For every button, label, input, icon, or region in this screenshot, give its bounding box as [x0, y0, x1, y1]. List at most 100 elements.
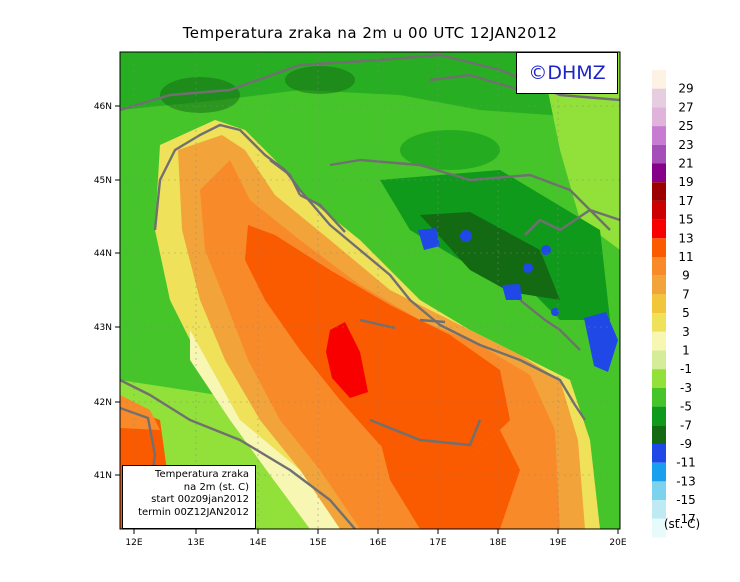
colorbar-label: 7: [682, 287, 690, 301]
colorbar-label: 3: [682, 325, 690, 339]
italy-east-coast: [120, 378, 356, 529]
colorbar-label: 15: [678, 213, 693, 227]
colorbar-label: 13: [678, 231, 693, 245]
cold-spot: [551, 308, 559, 316]
cold-spot: [502, 284, 522, 300]
colorbar-unit: (st. C): [664, 517, 700, 531]
colorbar-label: 19: [678, 175, 693, 189]
colorbar-swatch: [652, 518, 666, 538]
montenegro-border: [519, 299, 581, 351]
interior-darkest-green-region: [420, 212, 560, 300]
colorbar: 29 27 25 23 21 19 17 15 13 11 9 7 5 3 1 -1 -3 -5 -7 -9 -11 -1…: [652, 70, 696, 538]
lon-labels: 12E 13E 14E 15E 16E 17E 18E 19E 20E: [125, 538, 626, 548]
info-line: start 00z09jan2012: [151, 494, 249, 505]
island-chain: [299, 193, 346, 233]
colorbar-swatch: [652, 500, 666, 519]
map-frame: [119, 51, 621, 530]
lon-tick-label: 19E: [549, 538, 566, 548]
warmest-core: [326, 322, 368, 398]
colorbar-label: 17: [678, 194, 693, 208]
sea-warm-south: [380, 430, 520, 529]
istria-coast: [269, 159, 302, 196]
colorbar-label: -11: [676, 456, 696, 470]
lat-tick-label: 44N: [94, 249, 112, 259]
colorbar-swatch: [652, 88, 666, 108]
light-green-region-east: [540, 52, 620, 250]
colorbar-label: -7: [680, 418, 692, 432]
island: [359, 318, 396, 330]
cold-spot: [541, 245, 551, 255]
tyrrhenian-warm-edge: [120, 395, 160, 430]
lat-tick-label: 41N: [94, 471, 112, 481]
colorbar-label: -15: [676, 493, 696, 507]
colorbar-swatch: [652, 238, 666, 257]
lon-tick-label: 18E: [489, 538, 506, 548]
hungary-border: [429, 73, 521, 92]
colorbar-swatch: [652, 126, 666, 145]
colorbar-swatch: [652, 257, 666, 276]
colorbar-swatch: [652, 425, 666, 444]
colorbar-label: -3: [680, 381, 692, 395]
dark-green-patch: [285, 66, 355, 94]
colorbar-label: 29: [678, 82, 693, 96]
colorbar-swatch: [652, 331, 666, 351]
colorbar-swatch: [652, 369, 666, 388]
colorbar-label: 11: [678, 250, 693, 264]
colorbar-swatch: [652, 275, 666, 295]
colorbar-label: -9: [680, 437, 692, 451]
cold-spot: [460, 230, 472, 242]
colorbar-label: 25: [678, 119, 693, 133]
gargano-coast: [369, 418, 482, 447]
colorbar-label: -13: [676, 474, 696, 488]
colorbar-label: 23: [678, 138, 693, 152]
map-field: [120, 52, 620, 529]
colorbar-label: -5: [680, 400, 692, 414]
lon-tick-label: 17E: [429, 538, 446, 548]
info-line: termin 00Z12JAN2012: [138, 506, 249, 518]
dark-green-patch: [400, 130, 500, 170]
colorbar-swatch: [652, 107, 666, 127]
cold-spot: [418, 228, 440, 250]
dhmz-logo: ©DHMZ: [516, 52, 618, 94]
colorbar-label: 5: [682, 306, 690, 320]
colorbar-swatch: [652, 444, 666, 463]
colorbar-swatch: [652, 70, 666, 89]
lat-tick-label: 42N: [94, 398, 112, 408]
lon-tick-label: 13E: [187, 538, 204, 548]
colorbar-swatch: [652, 350, 666, 370]
cold-spot: [523, 263, 533, 273]
colorbar-swatch: [652, 294, 666, 314]
lon-tick-label: 20E: [609, 538, 626, 548]
lat-tick-label: 43N: [94, 323, 112, 333]
colorbar-swatch: [652, 200, 666, 220]
colorbar-swatch: [652, 182, 666, 201]
colorbar-label: -17: [676, 512, 696, 526]
lon-tick-label: 14E: [249, 538, 266, 548]
colorbar-swatch: [652, 462, 666, 482]
colorbar-label: 9: [682, 269, 690, 283]
map-title: Temperatura zraka na 2m u 00 UTC 12JAN20…: [182, 24, 558, 42]
east-adriatic-coast: [153, 123, 586, 421]
lat-labels: 41N 42N 43N 44N 45N 46N: [94, 102, 112, 481]
island: [419, 318, 446, 324]
dark-green-patch: [160, 77, 240, 113]
colorbar-label: 21: [678, 157, 693, 171]
serbia-border: [524, 208, 620, 236]
colorbar-swatch: [652, 144, 666, 164]
colorbar-swatch: [652, 219, 666, 239]
colorbar-label: 1: [682, 344, 690, 358]
cold-spot: [584, 312, 618, 372]
lon-tick-label: 16E: [369, 538, 386, 548]
lat-tick-label: 45N: [94, 176, 112, 186]
colorbar-label: 27: [678, 100, 693, 114]
lon-tick-label: 15E: [309, 538, 326, 548]
info-box: Temperatura zraka na 2m (st. C) start 00…: [122, 465, 256, 529]
axis-ticks: [115, 105, 619, 534]
colorbar-swatch: [652, 387, 666, 407]
colorbar-swatch: [652, 481, 666, 501]
lat-tick-label: 46N: [94, 102, 112, 112]
colorbar-swatch: [652, 313, 666, 332]
colorbar-swatch: [652, 163, 666, 183]
colorbar-label: -1: [680, 362, 692, 376]
